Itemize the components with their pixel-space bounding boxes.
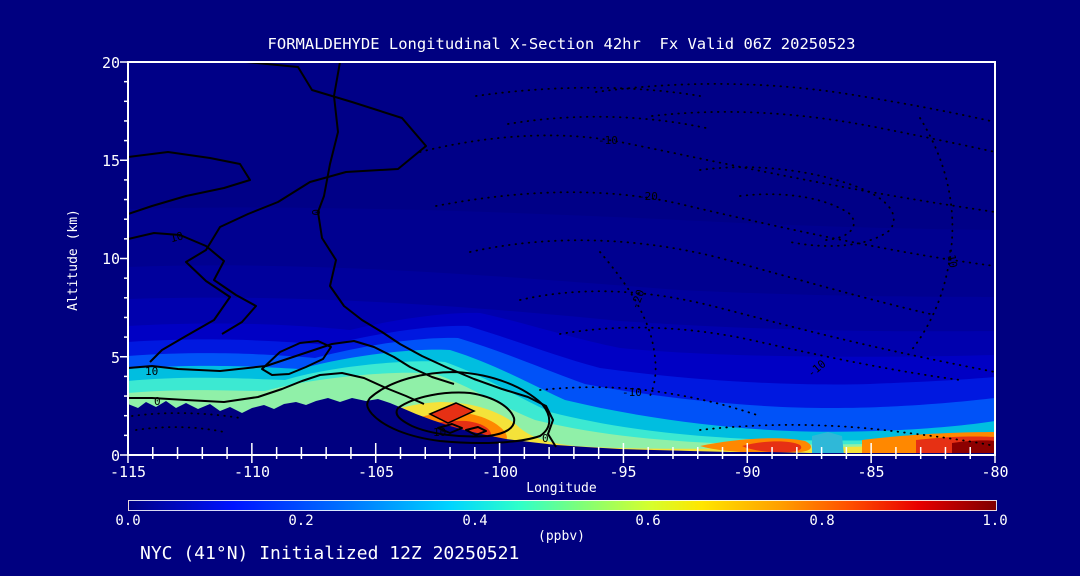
chart-title: FORMALDEHYDE Longitudinal X-Section 42hr… (267, 35, 856, 53)
contour-label: 0 (309, 209, 322, 216)
solid-contour-lines (128, 62, 557, 448)
colorbar-units-label: (ppbv) (538, 529, 585, 544)
x-tick-label: -95 (609, 463, 637, 481)
contour-label: -10 (943, 247, 959, 269)
x-tick-label: -90 (733, 463, 761, 481)
y-tick-label: 0 (110, 447, 120, 465)
x-tick-label: -110 (233, 463, 271, 481)
x-tick-label: -100 (481, 463, 519, 481)
y-tick-label: 15 (101, 152, 120, 170)
colorbar-tick-label: 0.6 (635, 513, 661, 529)
contour-label: -10 (622, 386, 642, 399)
colorbar (128, 500, 997, 511)
colorbar-tick-label: 1.0 (982, 513, 1008, 529)
colorbar-tick-label: 0.8 (809, 513, 835, 529)
contour-label: 0 (154, 395, 161, 408)
colorbar-tick-label: 0.2 (288, 513, 314, 529)
x-tick-label: -80 (981, 463, 1009, 481)
contour-label: -20 (628, 288, 647, 311)
initialization-caption: NYC (41°N) Initialized 12Z 20250521 (140, 543, 520, 564)
contour-label: 0 (542, 432, 549, 445)
y-tick-label: 5 (110, 349, 120, 367)
contour-label: 10 (145, 365, 158, 378)
y-tick-label: 10 (101, 250, 120, 268)
plot-frame (127, 61, 996, 456)
x-tick-label: -115 (109, 463, 147, 481)
contour-label: -20 (638, 190, 658, 203)
y-tick-label: 20 (101, 54, 120, 72)
terrain-silhouette (128, 398, 995, 455)
x-tick-label: -105 (357, 463, 395, 481)
x-axis-title: Longitude (526, 481, 597, 496)
x-tick-label: -85 (857, 463, 885, 481)
contour-label: 10 (169, 229, 185, 245)
colorbar-tick-label: 0.0 (115, 513, 141, 529)
colorbar-tick-label: 0.4 (462, 513, 488, 529)
dotted-contour-lines (131, 83, 995, 447)
contour-label: 10 (433, 426, 446, 439)
contour-label: -10 (598, 134, 618, 147)
